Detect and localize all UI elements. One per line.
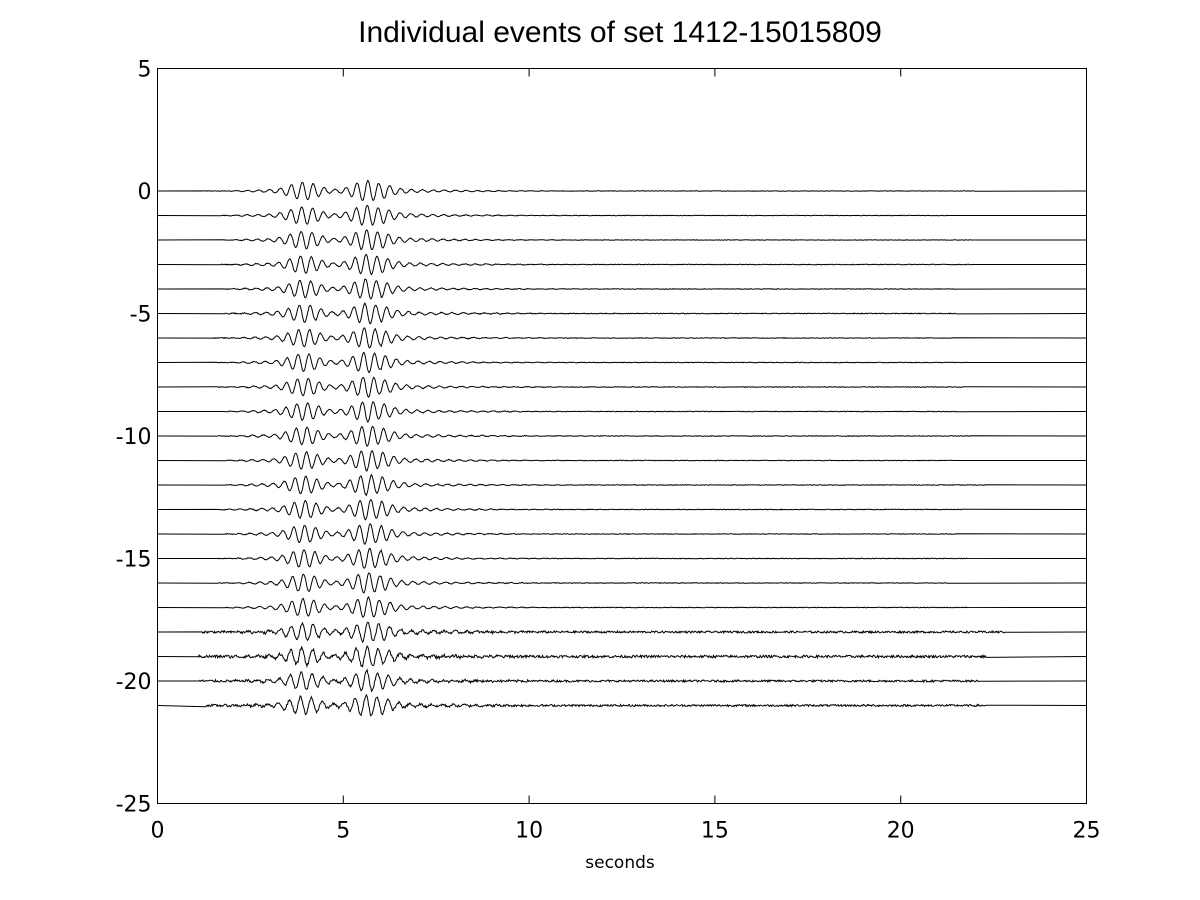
- waveform-trace: [157, 693, 1087, 717]
- waveform-trace: [157, 179, 1087, 202]
- waveform-trace: [157, 498, 1087, 521]
- x-axis-label: seconds: [585, 853, 655, 873]
- x-tick-label: 15: [701, 819, 729, 844]
- y-tick-label: -15: [116, 548, 152, 573]
- y-tick-label: -25: [116, 793, 152, 818]
- waveform-trace: [157, 352, 1087, 374]
- waveform-trace: [157, 473, 1087, 497]
- waveform-trace: [157, 450, 1087, 472]
- waveform-trace: [157, 523, 1087, 546]
- waveform-trace: [157, 376, 1087, 398]
- x-tick-label: 10: [515, 819, 543, 844]
- y-tick-label: -5: [130, 303, 152, 328]
- waveform-trace: [157, 668, 1087, 693]
- waveform-trace: [157, 425, 1087, 448]
- y-tick-label: 0: [138, 180, 152, 205]
- waveform-trace: [157, 572, 1087, 594]
- x-tick-label: 0: [151, 819, 165, 844]
- y-tick-label: -20: [116, 670, 152, 695]
- axis-ticks: 0 5 10 15 20 25 5 0 -5 -10 -15 -20 -25: [116, 58, 1101, 844]
- waveform-trace: [157, 327, 1087, 349]
- chart-title: Individual events of set 1412-15015809: [358, 16, 882, 49]
- waveform-trace: [157, 204, 1087, 226]
- y-tick-label: -10: [116, 425, 152, 450]
- waveform-trace: [157, 253, 1087, 276]
- y-tick-label: 5: [138, 58, 152, 83]
- waveform-trace: [157, 596, 1087, 618]
- x-tick-label: 20: [887, 819, 915, 844]
- x-tick-label: 25: [1073, 819, 1101, 844]
- waveform-trace: [157, 621, 1087, 644]
- waveform-trace: [157, 645, 1087, 669]
- x-tick-label: 5: [336, 819, 350, 844]
- trace-group: [157, 179, 1087, 717]
- waveform-trace: [157, 302, 1087, 325]
- waveform-trace: [157, 278, 1087, 300]
- waveform-trace: [157, 229, 1087, 251]
- waveform-trace: [157, 547, 1087, 569]
- waveform-trace: [157, 401, 1087, 423]
